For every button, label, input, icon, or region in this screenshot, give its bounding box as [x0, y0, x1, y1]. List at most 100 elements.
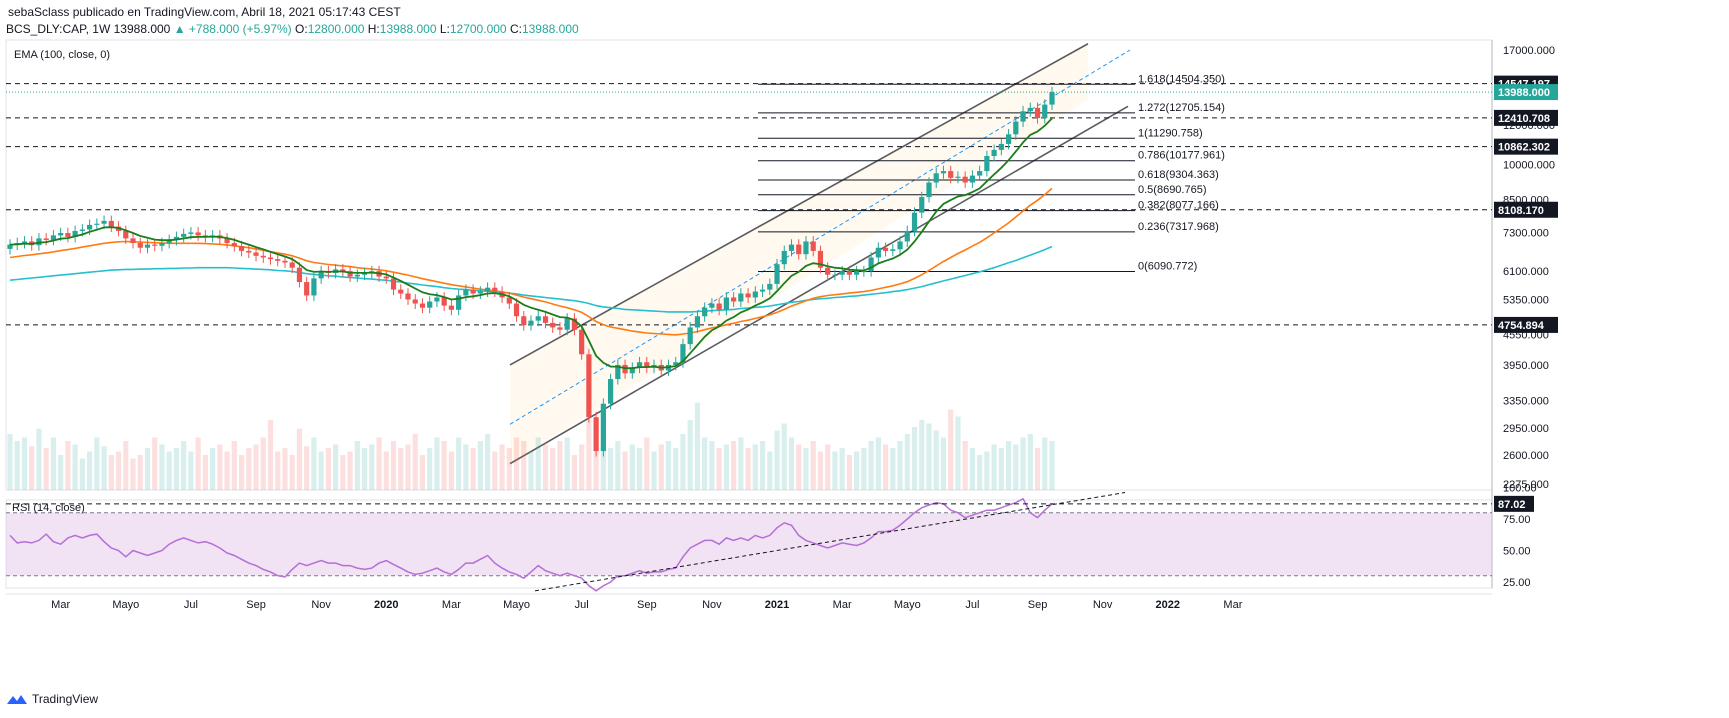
candle-body	[615, 364, 621, 380]
volume-bar	[673, 448, 679, 490]
candle-body	[984, 156, 990, 172]
volume-bar	[716, 448, 722, 490]
volume-bar	[398, 448, 404, 490]
volume-bar	[709, 441, 715, 490]
candle-body	[152, 244, 158, 246]
candle-body	[1013, 121, 1019, 135]
volume-bar	[376, 437, 382, 490]
last-price-tag-label: 13988.000	[1498, 87, 1550, 99]
volume-bar	[115, 451, 122, 490]
level-tag-label: 4754.894	[1498, 320, 1545, 332]
publisher-line: sebaSclass publicado en TradingView.com,…	[8, 5, 401, 19]
volume-bar	[289, 455, 295, 490]
tradingview-footer[interactable]: TradingView	[6, 692, 98, 706]
candle-body	[94, 223, 100, 225]
volume-bar	[43, 448, 49, 490]
volume-bar	[897, 441, 903, 490]
time-tick-label: Nov	[311, 599, 331, 611]
candle-body	[354, 274, 360, 277]
volume-bar	[14, 441, 20, 490]
candle-body	[506, 297, 512, 304]
volume-bar	[882, 444, 889, 490]
volume-bar	[86, 451, 93, 490]
candle-body	[817, 250, 824, 268]
volume-bar	[65, 441, 71, 490]
candle-body	[296, 267, 303, 283]
time-tick-label: Mayo	[503, 599, 530, 611]
candle-body	[470, 289, 476, 294]
candle-body	[492, 287, 498, 292]
volume-bar	[542, 444, 549, 490]
level-tag	[1494, 138, 1558, 155]
candle-body	[687, 327, 693, 345]
volume-bar	[759, 441, 766, 490]
volume-bar	[231, 441, 237, 490]
time-tick-label: Mar	[442, 599, 461, 611]
candle-body	[188, 232, 194, 234]
volume-bar	[492, 451, 498, 490]
volume-bar	[21, 437, 28, 490]
volume-bar	[586, 420, 592, 490]
candle-body	[130, 238, 136, 244]
candle-body	[825, 267, 831, 275]
volume-bar	[658, 444, 664, 490]
candle-body	[304, 282, 310, 296]
fib-level-label: 0(6090.772)	[1138, 260, 1197, 272]
volume-bar	[477, 441, 483, 490]
open-value: 12800.000	[307, 22, 365, 36]
volume-bar	[861, 448, 867, 490]
volume-bar	[528, 451, 534, 490]
volume-bar	[318, 451, 324, 490]
rsi-trendline	[534, 492, 1126, 592]
candle-body	[767, 283, 773, 290]
volume-bar	[29, 446, 35, 490]
volume-bar	[535, 437, 541, 490]
volume-bar	[1049, 441, 1055, 490]
candle-body	[311, 278, 317, 296]
volume-bar	[275, 451, 281, 490]
candle-body	[882, 247, 889, 251]
candle-body	[246, 250, 252, 253]
volume-bar	[607, 448, 614, 490]
time-tick-label: Mayo	[894, 599, 921, 611]
volume-bar	[557, 441, 563, 490]
candle-body	[723, 297, 729, 310]
candle-body	[904, 230, 910, 242]
volume-bar	[195, 437, 201, 490]
candle-body	[738, 293, 744, 302]
volume-bar	[933, 430, 939, 490]
volume-bar	[962, 441, 968, 490]
volume-bar	[919, 420, 925, 490]
time-tick-label: Mayo	[112, 599, 139, 611]
volume-bar	[694, 402, 701, 490]
candle-body	[579, 329, 585, 355]
volume-bar	[246, 448, 252, 490]
candle-body	[347, 271, 353, 277]
candle-body	[571, 318, 578, 330]
volume-bar	[72, 444, 78, 490]
candle-body	[361, 272, 368, 275]
candle-body	[810, 241, 816, 251]
volume-bar	[875, 437, 881, 490]
volume-bar	[868, 441, 874, 490]
price-tick-label: 2600.000	[1503, 450, 1549, 462]
candle-body	[166, 239, 172, 244]
volume-bar	[499, 444, 505, 490]
open-label: O:	[295, 22, 308, 36]
candle-body	[108, 220, 114, 227]
time-tick-label: Nov	[702, 599, 722, 611]
volume-bar	[7, 434, 13, 490]
candle-body	[43, 238, 49, 240]
rsi-line	[9, 497, 1053, 592]
volume-bar	[333, 444, 339, 490]
volume-bar	[217, 444, 223, 490]
volume-bar	[152, 437, 158, 490]
volume-bar	[347, 451, 353, 490]
candle-body	[224, 238, 230, 244]
rsi-current-tag	[1494, 495, 1534, 512]
level-tag-label: 12410.708	[1498, 113, 1550, 125]
price-panel	[5, 39, 1493, 491]
candle-body	[781, 250, 787, 265]
candle-body	[745, 293, 751, 298]
